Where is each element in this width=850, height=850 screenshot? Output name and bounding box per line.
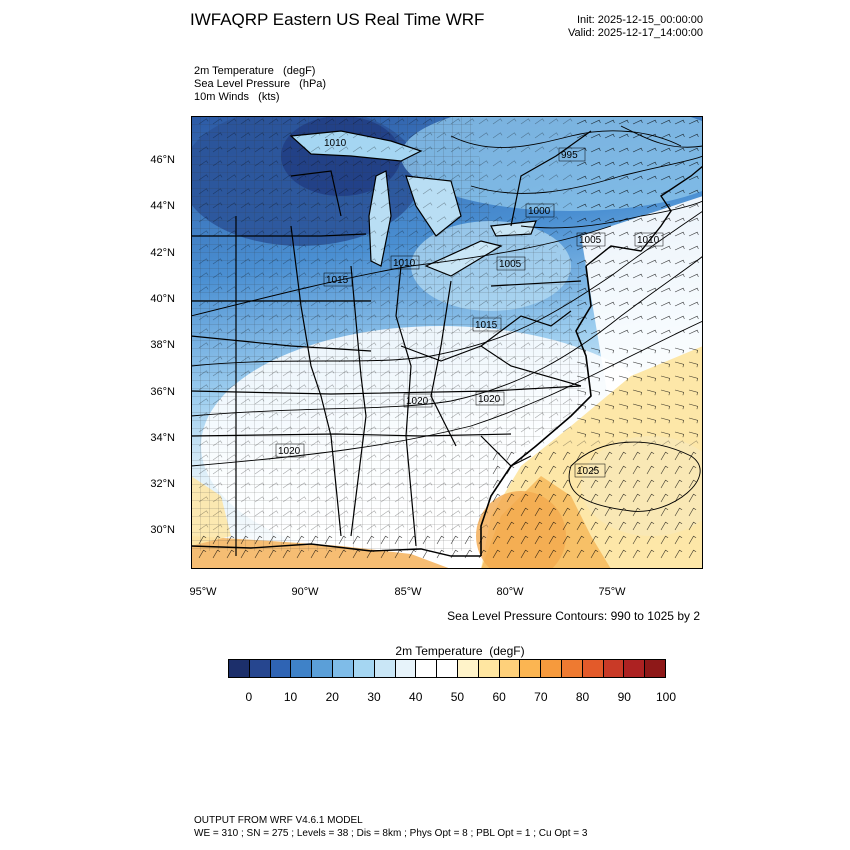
lat-label-40n: 40°N [150, 293, 175, 305]
colorbar-tick-label: 30 [367, 690, 381, 704]
colorbar-swatch [291, 660, 313, 677]
lon-label-95w: 95°W [189, 586, 217, 598]
colorbar-swatch [478, 660, 500, 677]
colorbar-swatch [645, 660, 666, 677]
colorbar-swatch [499, 660, 521, 677]
lat-label-32n: 32°N [150, 478, 175, 490]
lon-label-75w: 75°W [598, 586, 626, 598]
lat-label-42n: 42°N [150, 247, 175, 259]
colorbar-tick-label: 40 [409, 690, 423, 704]
pressure-label: 1020 [278, 446, 301, 457]
lat-label-44n: 44°N [150, 200, 175, 212]
colorbar-swatch [582, 660, 604, 677]
colorbar-swatch [229, 660, 250, 677]
colorbar-swatch [270, 660, 292, 677]
colorbar-swatch [437, 660, 458, 677]
colorbar-swatch [562, 660, 583, 677]
colorbar-tick-label: 70 [534, 690, 548, 704]
coastline [480, 265, 592, 556]
valid-time: Valid: 2025-12-17_14:00:00 [568, 27, 703, 39]
lon-label-85w: 85°W [394, 586, 422, 598]
pressure-label: 1000 [528, 206, 551, 217]
field-label-winds: 10m Winds (kts) [194, 91, 280, 103]
footer-config: WE = 310 ; SN = 275 ; Levels = 38 ; Dis … [194, 828, 588, 839]
colorbar-tick-label: 20 [325, 690, 339, 704]
field-label-pressure: Sea Level Pressure (hPa) [194, 78, 327, 90]
colorbar-tick-label: 0 [245, 690, 253, 704]
map-frame [191, 116, 703, 569]
pressure-label: 1020 [406, 396, 429, 407]
pressure-label: 1010 [637, 235, 660, 246]
lake-michigan [368, 170, 392, 267]
colorbar-tick-label: 90 [617, 690, 631, 704]
lake-ontario [490, 220, 537, 237]
colorbar-swatch [520, 660, 542, 677]
colorbar-swatch [353, 660, 375, 677]
pressure-label: 1015 [326, 275, 349, 286]
colorbar-swatch [333, 660, 354, 677]
pressure-label: 1005 [579, 235, 602, 246]
pressure-label: 1010 [324, 138, 347, 149]
lat-label-36n: 36°N [150, 386, 175, 398]
colorbar-title: 2m Temperature (degF) [395, 644, 525, 658]
pressure-label: 1015 [475, 320, 498, 331]
colorbar-swatch [603, 660, 625, 677]
colorbar-tick-label: 80 [575, 690, 590, 704]
colorbar-tick-label: 10 [283, 690, 298, 704]
colorbar-swatch [312, 660, 334, 677]
weather-map: 1010 995 1000 1005 1010 1005 1010 1015 1… [191, 116, 703, 569]
colorbar-swatch [374, 660, 396, 677]
colorbar-swatch [395, 660, 417, 677]
lat-label-46n: 46°N [150, 154, 175, 166]
pressure-label: 1010 [393, 258, 416, 269]
colorbar-swatch [249, 660, 271, 677]
pressure-label: 1005 [499, 259, 522, 270]
pressure-label: 995 [561, 150, 578, 161]
lat-label-38n: 38°N [150, 339, 175, 351]
colorbar-tick-label: 60 [492, 690, 506, 704]
colorbar-tick-label: 100 [655, 690, 677, 704]
init-time: Init: 2025-12-15_00:00:00 [577, 14, 703, 26]
colorbar-swatch [541, 660, 562, 677]
lon-label-90w: 90°W [291, 586, 319, 598]
lon-label-80w: 80°W [496, 586, 524, 598]
pressure-label: 1025 [577, 466, 600, 477]
colorbar-swatch [457, 660, 479, 677]
pressure-labels: 1010 995 1000 1005 1010 1005 1010 1015 1… [275, 138, 664, 478]
chart-title: IWFAQRP Eastern US Real Time WRF [190, 10, 485, 29]
colorbar-swatch [624, 660, 646, 677]
lat-label-30n: 30°N [150, 524, 175, 536]
lat-label-34n: 34°N [150, 432, 175, 444]
lake-huron [405, 175, 462, 237]
footer-model: OUTPUT FROM WRF V4.6.1 MODEL [194, 815, 363, 826]
colorbar-tick-label: 50 [450, 690, 465, 704]
wind-barbs [198, 118, 699, 559]
field-label-temperature: 2m Temperature (degF) [194, 65, 316, 77]
colorbar-swatch [416, 660, 438, 677]
lake-superior [289, 130, 423, 162]
colorbar [228, 659, 666, 678]
contours-note: Sea Level Pressure Contours: 990 to 1025… [447, 609, 700, 623]
pressure-label: 1020 [478, 394, 501, 405]
isobars [191, 125, 703, 512]
